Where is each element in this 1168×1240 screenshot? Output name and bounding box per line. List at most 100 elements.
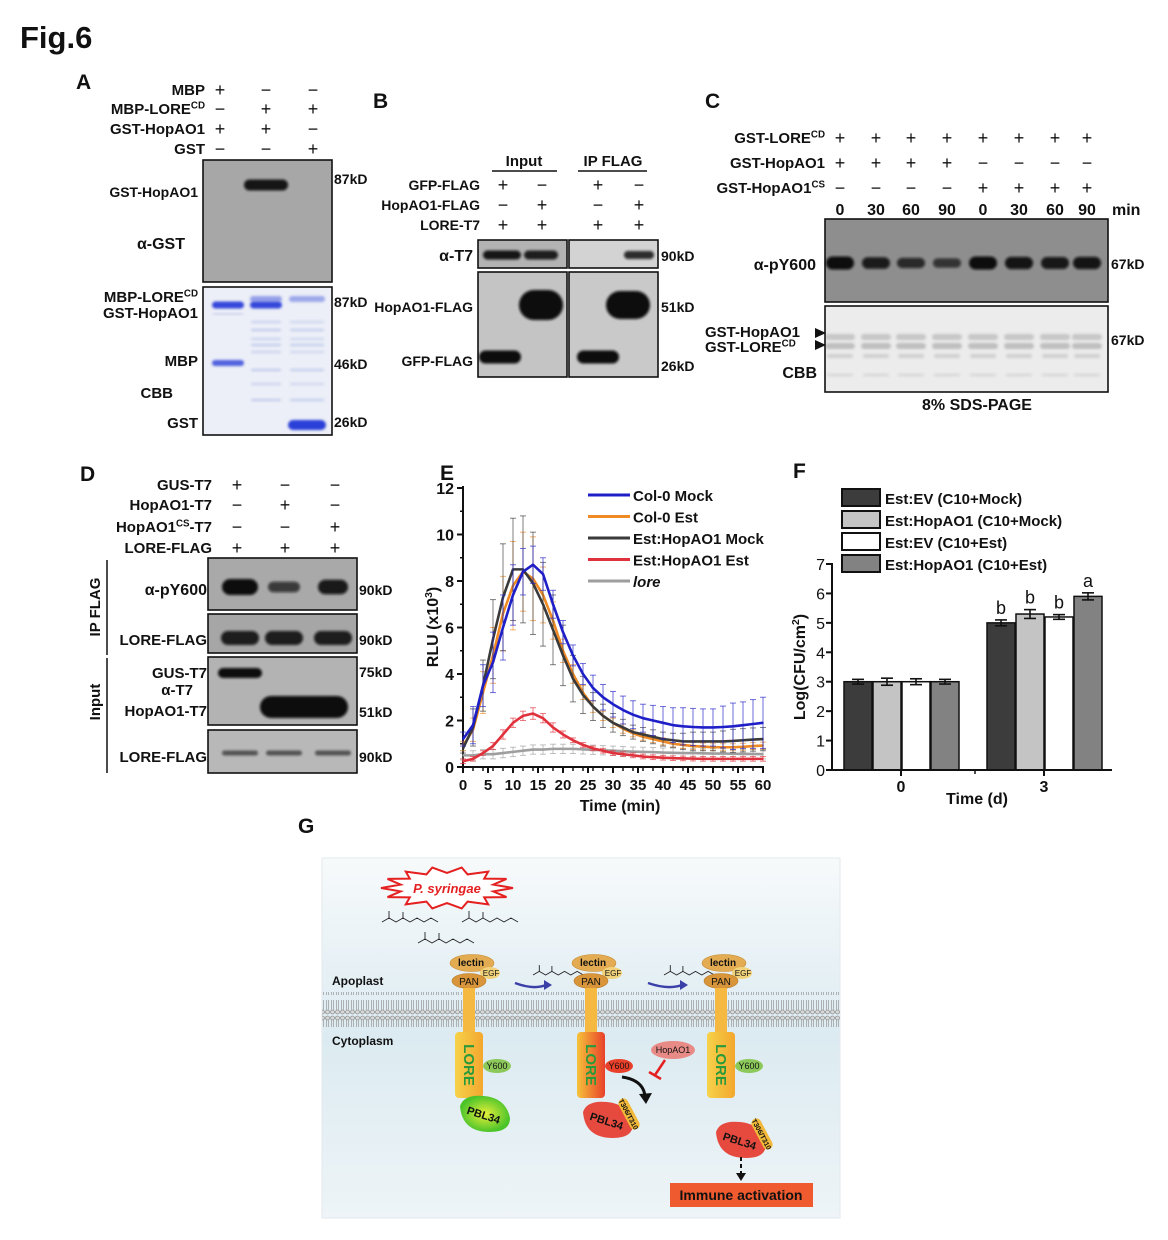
condition-sign: − — [906, 178, 917, 198]
data-point — [682, 757, 684, 760]
band-py600 — [897, 257, 925, 269]
protein-band — [483, 250, 521, 260]
x-tick-label: 0 — [897, 779, 906, 796]
data-point — [582, 744, 584, 746]
condition-label: GST-HopAO1 — [730, 155, 825, 172]
cbb-band — [934, 354, 960, 358]
condition-sign: + — [1014, 128, 1025, 148]
data-point — [672, 757, 674, 759]
data-point — [622, 709, 624, 711]
western-blot-gst — [202, 159, 333, 283]
x-tick-label: 3 — [1040, 779, 1049, 796]
cbb-faint-band — [251, 337, 281, 341]
data-point — [492, 745, 494, 747]
phospho-site-tag — [751, 1118, 773, 1150]
condition-sign: + — [261, 119, 272, 139]
condition-sign: + — [906, 153, 917, 173]
cbb-band — [1072, 343, 1102, 349]
immune-activation-box — [670, 1183, 813, 1207]
x-tick-label: 20 — [555, 777, 572, 794]
significance-letter: a — [1083, 571, 1094, 591]
y600-label: Y600 — [486, 1061, 507, 1071]
egf-domain — [602, 967, 622, 979]
condition-sign: + — [1050, 178, 1061, 198]
band-lore-flag — [314, 631, 352, 645]
kd-marker: 87kD — [334, 171, 367, 187]
blot-label: LORE-FLAG — [120, 749, 208, 766]
bar — [872, 680, 902, 771]
protein-band — [624, 251, 654, 259]
arrow-icon — [815, 340, 826, 350]
data-point — [722, 726, 724, 728]
y-axis-title-suffix: ) — [792, 614, 809, 619]
band-py600 — [969, 256, 997, 270]
kinase-domain — [707, 1032, 735, 1098]
legend-label: Est:HopAO1 (C10+Mock) — [885, 513, 1062, 530]
legend-label: Est:EV (C10+Est) — [885, 535, 1007, 552]
condition-sign: + — [537, 195, 548, 215]
panel-label: F — [793, 460, 806, 483]
x-axis-title: Time (min) — [580, 798, 661, 815]
condition-label-main: HopAO1-T7 — [130, 497, 213, 514]
condition-label: MBP-LORECD — [111, 100, 205, 118]
y600-label: Y600 — [608, 1061, 629, 1071]
x-tick-label: 15 — [530, 777, 547, 794]
cbb-band — [827, 373, 853, 377]
compartment-label-apoplast: Apoplast — [332, 974, 383, 988]
cbb-label-main: CBB — [141, 385, 174, 402]
series-col-0-mock — [460, 545, 766, 751]
time-point-label: 30 — [1010, 202, 1028, 219]
bar — [930, 680, 960, 771]
data-point — [592, 705, 594, 708]
fatty-acid-molecule-icon — [381, 917, 439, 923]
x-tick-label: 50 — [705, 777, 722, 794]
hopao1-label: HopAO1 — [656, 1045, 691, 1055]
bar — [1073, 595, 1103, 771]
inhibition-icon — [653, 1059, 667, 1076]
condition-label-main: GST-HopAO1 — [716, 180, 811, 197]
y-tick-label: 1 — [816, 734, 825, 751]
data-point — [682, 752, 684, 754]
condition-label: GFP-FLAG — [408, 177, 480, 193]
cbb-band — [861, 343, 891, 349]
y-axis-title-main: RLU (x10 — [425, 598, 442, 667]
fatty-acid-molecule-icon — [417, 938, 475, 944]
cbb-band — [250, 296, 282, 302]
data-point — [512, 722, 514, 724]
antibody-label: α-T7 — [439, 248, 473, 265]
condition-sign: + — [1082, 128, 1093, 148]
y-tick-label: 5 — [816, 616, 825, 633]
kinase-domain — [577, 1032, 605, 1098]
data-point — [752, 753, 754, 755]
cbb-faint-band — [251, 320, 281, 324]
condition-sign: + — [330, 517, 341, 537]
cbb-band — [250, 301, 282, 309]
data-point — [522, 570, 524, 573]
data-point — [652, 751, 654, 753]
data-point — [572, 677, 574, 680]
data-point — [532, 748, 534, 751]
band-py600 — [318, 579, 348, 595]
cbb-band — [288, 420, 326, 430]
band-py600 — [1005, 256, 1033, 270]
antibody-label: α-pY600 — [754, 257, 816, 274]
condition-sign: + — [871, 153, 882, 173]
condition-sign: − — [215, 99, 226, 119]
cbb-band — [1072, 334, 1102, 340]
transmembrane-stalk — [463, 988, 475, 1034]
condition-label-main: GST-LORE — [734, 130, 811, 147]
lectin-domain — [571, 954, 617, 972]
data-point — [612, 722, 614, 724]
lore-label: LORE — [712, 1044, 729, 1086]
cbb-label-sup: CD — [184, 288, 198, 299]
cbb-band — [896, 343, 926, 349]
condition-label: GST-LORECD — [734, 129, 825, 147]
cbb-band — [1004, 334, 1034, 340]
x-tick-label: 35 — [630, 777, 647, 794]
band-py600 — [222, 579, 258, 595]
cbb-band — [827, 354, 853, 358]
y-tick-label: 6 — [445, 621, 454, 638]
cbb-faint-band — [290, 320, 324, 324]
data-point — [492, 661, 494, 664]
